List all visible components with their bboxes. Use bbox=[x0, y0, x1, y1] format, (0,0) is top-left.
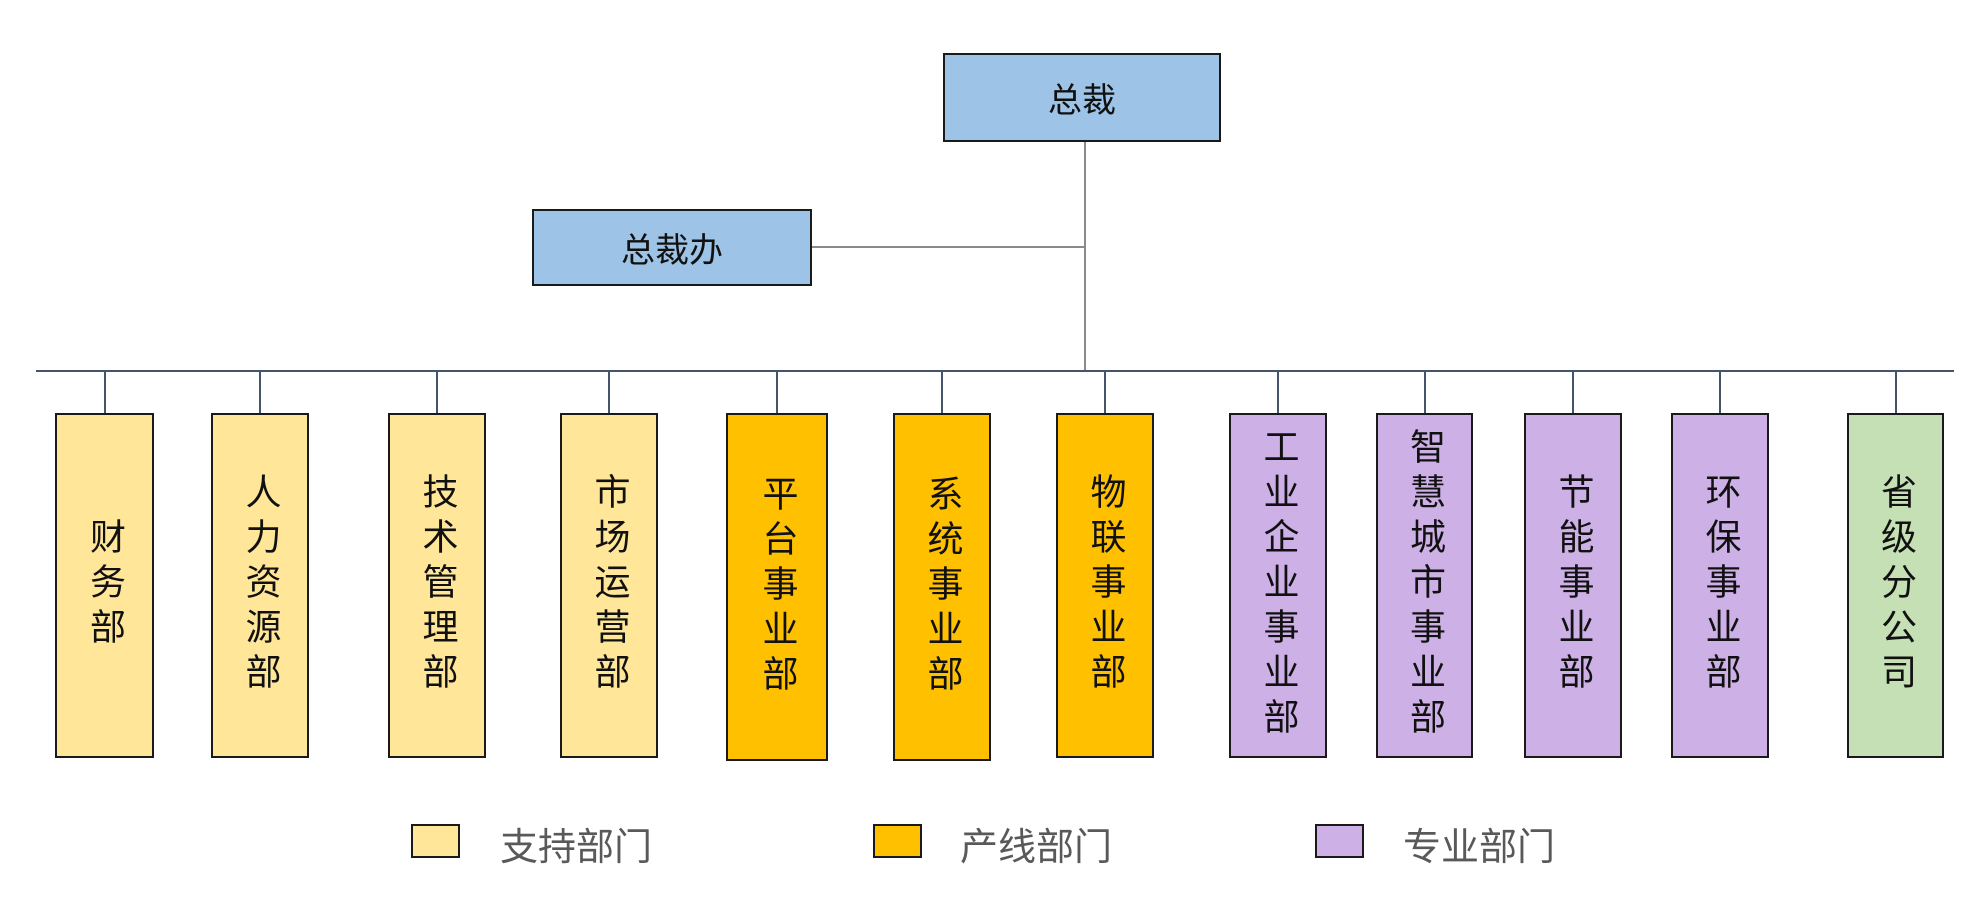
node-president-office: 总裁办 bbox=[532, 209, 812, 286]
department-node: 系统事业部 bbox=[893, 413, 991, 761]
department-label: 工业企业事业部 bbox=[1257, 428, 1299, 743]
department-bus-line bbox=[36, 370, 1954, 372]
office-label: 总裁办 bbox=[621, 231, 723, 271]
department-connector bbox=[1277, 372, 1279, 413]
department-label: 省级分公司 bbox=[1875, 473, 1916, 698]
department-node: 智慧城市事业部 bbox=[1376, 413, 1473, 758]
legend-label-support: 支持部门 bbox=[500, 825, 653, 869]
department-label: 节能事业部 bbox=[1552, 473, 1594, 698]
department-node: 财务部 bbox=[55, 413, 154, 758]
department-node: 省级分公司 bbox=[1847, 413, 1944, 758]
department-node: 物联事业部 bbox=[1056, 413, 1154, 758]
department-label: 财务部 bbox=[84, 518, 125, 653]
department-connector bbox=[776, 372, 778, 413]
department-label: 物联事业部 bbox=[1084, 473, 1126, 698]
legend-label-product: 产线部门 bbox=[960, 825, 1113, 869]
department-node: 节能事业部 bbox=[1524, 413, 1622, 758]
department-node: 工业企业事业部 bbox=[1229, 413, 1327, 758]
department-connector bbox=[104, 372, 106, 413]
department-label: 环保事业部 bbox=[1699, 473, 1741, 698]
department-connector bbox=[1895, 372, 1897, 413]
department-connector bbox=[1719, 372, 1721, 413]
department-label: 系统事业部 bbox=[921, 474, 963, 700]
office-connector bbox=[812, 246, 1085, 248]
root-node-president: 总裁 bbox=[943, 53, 1221, 142]
department-connector bbox=[608, 372, 610, 413]
department-node: 平台事业部 bbox=[726, 413, 828, 761]
department-label: 市场运营部 bbox=[588, 473, 630, 698]
department-label: 技术管理部 bbox=[416, 473, 458, 698]
legend-swatch-professional bbox=[1315, 824, 1364, 858]
department-label: 人力资源部 bbox=[239, 473, 281, 698]
legend-swatch-support bbox=[411, 824, 460, 858]
department-node: 人力资源部 bbox=[211, 413, 309, 758]
legend-label-professional: 专业部门 bbox=[1403, 825, 1556, 869]
department-node: 环保事业部 bbox=[1671, 413, 1769, 758]
department-label: 智慧城市事业部 bbox=[1404, 428, 1445, 743]
department-connector bbox=[1104, 372, 1106, 413]
department-connector bbox=[1424, 372, 1426, 413]
trunk-connector bbox=[1084, 142, 1086, 371]
department-connector bbox=[941, 372, 943, 413]
department-connector bbox=[436, 372, 438, 413]
department-label: 平台事业部 bbox=[756, 474, 798, 700]
legend-swatch-product bbox=[873, 824, 922, 858]
department-connector bbox=[1572, 372, 1574, 413]
department-connector bbox=[259, 372, 261, 413]
department-node: 技术管理部 bbox=[388, 413, 486, 758]
root-label: 总裁 bbox=[1048, 81, 1116, 121]
department-node: 市场运营部 bbox=[560, 413, 658, 758]
